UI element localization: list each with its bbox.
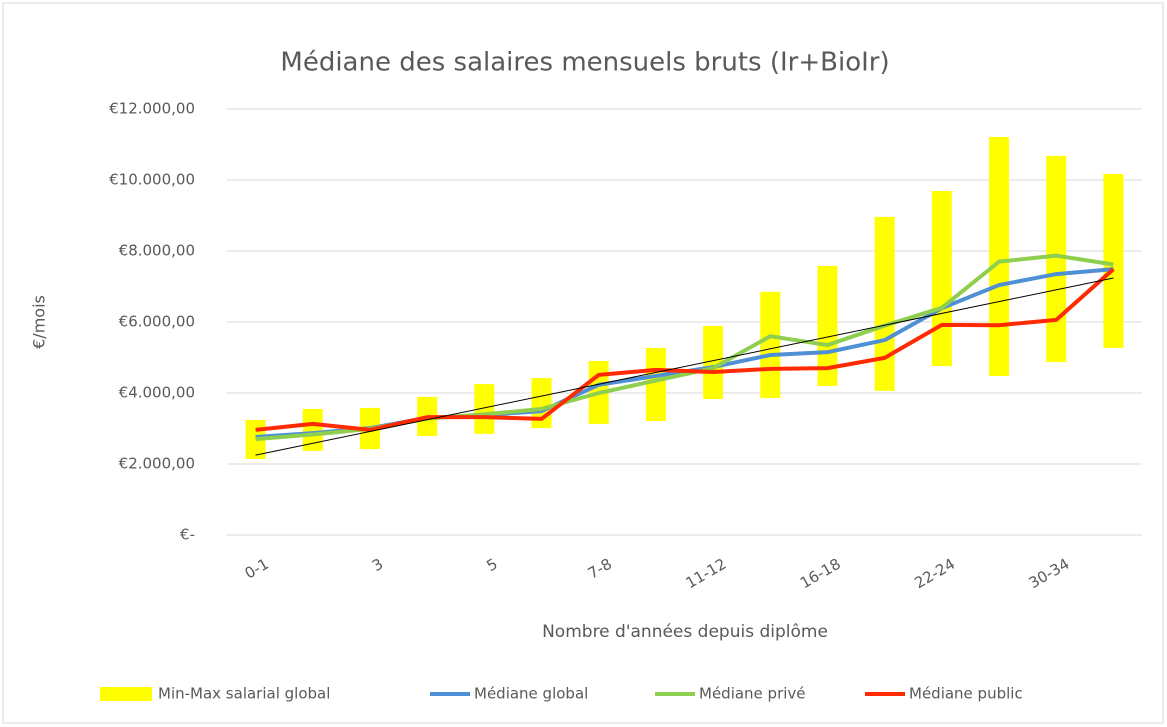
y-axis-label: €/mois xyxy=(30,295,49,349)
y-tick-label: €- xyxy=(180,526,195,544)
range-bar xyxy=(931,191,952,367)
legend-label: Médiane privé xyxy=(699,685,806,703)
legend-label: Médiane public xyxy=(909,685,1023,703)
series-line xyxy=(255,267,1115,432)
range-bar xyxy=(760,291,781,398)
y-tick-label: €12.000,00 xyxy=(109,100,195,118)
x-axis-label: Nombre d'années depuis diplôme xyxy=(542,622,828,642)
chart-title: Médiane des salaires mensuels bruts (Ir+… xyxy=(280,48,889,78)
y-tick-label: €10.000,00 xyxy=(109,171,195,189)
y-tick-label: €4.000,00 xyxy=(119,384,195,402)
y-tick-label: €8.000,00 xyxy=(119,242,195,260)
legend-label: Médiane global xyxy=(474,685,588,703)
range-bar xyxy=(645,347,666,422)
range-bar xyxy=(474,384,495,434)
range-bar xyxy=(874,216,895,391)
range-bar xyxy=(302,408,323,451)
range-bar xyxy=(1103,173,1124,348)
y-tick-label: €6.000,00 xyxy=(119,313,195,331)
range-bar xyxy=(1046,155,1067,363)
range-bar xyxy=(989,137,1010,376)
range-bar xyxy=(817,265,838,386)
legend-swatch xyxy=(100,687,152,701)
legend-label: Min-Max salarial global xyxy=(158,685,330,703)
y-tick-label: €2.000,00 xyxy=(119,455,195,473)
trendline xyxy=(255,277,1114,456)
range-bar xyxy=(703,325,724,400)
